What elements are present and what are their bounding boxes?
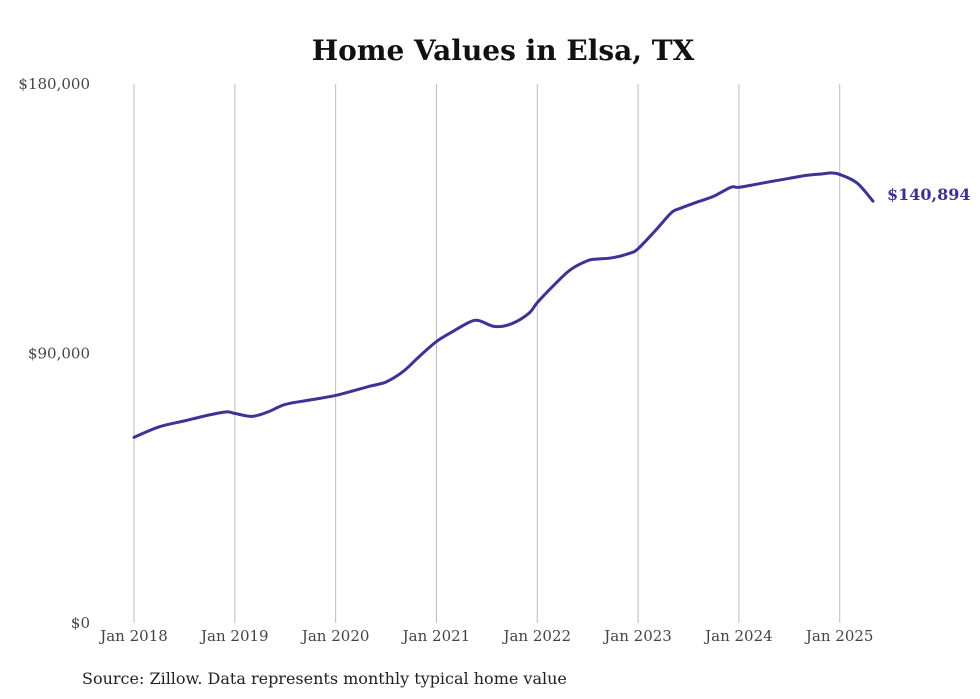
x-tick-label: Jan 2019 — [199, 627, 269, 645]
gridlines — [133, 84, 841, 623]
x-tick-label: Jan 2025 — [804, 627, 874, 645]
y-tick-label: $0 — [71, 614, 90, 632]
y-tick-label: $90,000 — [28, 345, 90, 363]
series-layer — [132, 171, 875, 439]
x-tick-label: Jan 2024 — [703, 627, 773, 645]
x-tick-label: Jan 2022 — [501, 627, 571, 645]
x-tick-label: Jan 2021 — [401, 627, 471, 645]
last-value-label: $140,894 — [887, 185, 971, 204]
x-axis-ticks: Jan 2018 Jan 2019 Jan 2020 Jan 2021 Jan 2022… — [98, 627, 873, 645]
y-axis-ticks: $0 $90,000 $180,000 — [18, 75, 90, 632]
y-tick-label: $180,000 — [18, 75, 90, 93]
series-line — [132, 171, 875, 439]
x-tick-label: Jan 2020 — [300, 627, 370, 645]
x-tick-label: Jan 2018 — [98, 627, 168, 645]
x-tick-label: Jan 2023 — [602, 627, 672, 645]
chart-title: Home Values in Elsa, TX — [312, 34, 695, 67]
source-note: Source: Zillow. Data represents monthly … — [82, 669, 567, 688]
